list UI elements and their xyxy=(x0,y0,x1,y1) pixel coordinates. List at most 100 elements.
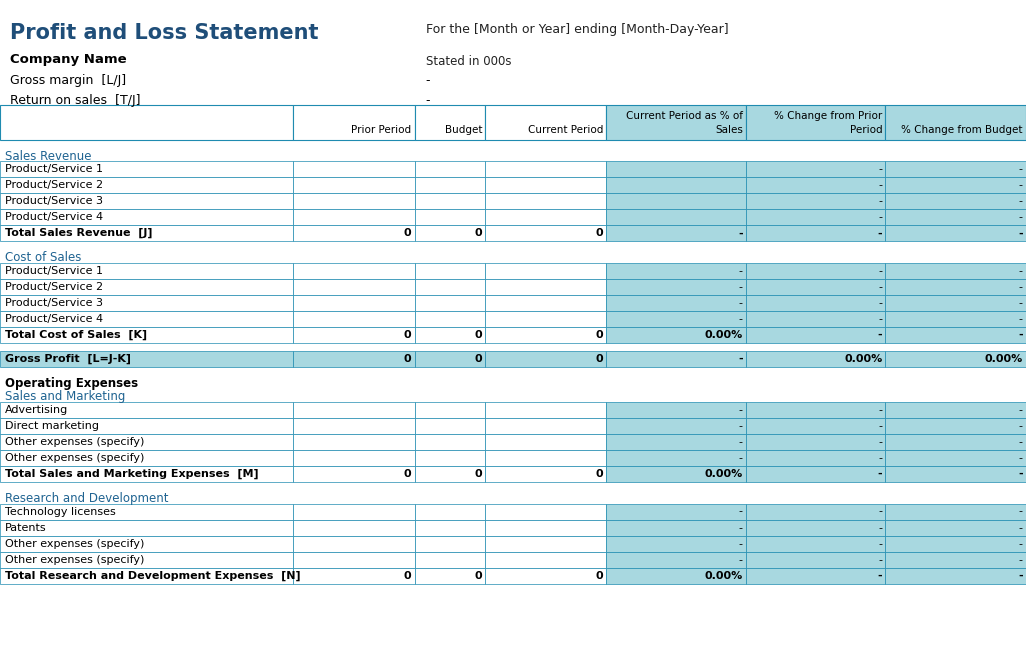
Text: Budget: Budget xyxy=(444,125,482,135)
Bar xyxy=(293,209,415,225)
Bar xyxy=(415,450,485,466)
Bar xyxy=(0,519,293,536)
Bar xyxy=(885,418,1026,434)
Text: 0: 0 xyxy=(475,571,482,581)
Bar xyxy=(746,311,885,327)
Bar xyxy=(0,536,293,552)
Text: Other expenses (specify): Other expenses (specify) xyxy=(5,437,145,447)
Text: Gross Profit  [L=J-K]: Gross Profit [L=J-K] xyxy=(5,354,131,364)
Bar xyxy=(606,193,746,209)
Text: -: - xyxy=(878,196,882,206)
Bar xyxy=(746,295,885,311)
Text: -: - xyxy=(739,405,743,415)
Text: -: - xyxy=(878,405,882,415)
Text: -: - xyxy=(878,437,882,447)
Bar xyxy=(293,402,415,418)
Bar xyxy=(0,552,293,568)
Text: -: - xyxy=(1019,164,1023,174)
Text: 0: 0 xyxy=(404,330,411,340)
Text: -: - xyxy=(1018,571,1023,581)
Bar xyxy=(485,311,606,327)
Text: -: - xyxy=(1019,539,1023,549)
Bar xyxy=(885,161,1026,177)
Text: Product/Service 1: Product/Service 1 xyxy=(5,164,104,174)
Bar xyxy=(606,327,746,343)
Bar xyxy=(606,536,746,552)
Bar xyxy=(746,466,885,482)
Bar xyxy=(293,327,415,343)
Text: 0.00%: 0.00% xyxy=(985,354,1023,364)
Text: -: - xyxy=(739,298,743,308)
Bar xyxy=(746,263,885,279)
Text: Gross margin  [L/J]: Gross margin [L/J] xyxy=(10,74,126,88)
Text: -: - xyxy=(1019,453,1023,463)
Text: Research and Development: Research and Development xyxy=(5,492,168,505)
Bar xyxy=(415,418,485,434)
Bar xyxy=(0,279,293,295)
Bar xyxy=(415,263,485,279)
Text: -: - xyxy=(739,539,743,549)
Bar xyxy=(415,466,485,482)
Bar xyxy=(293,193,415,209)
Bar xyxy=(746,434,885,450)
Text: -: - xyxy=(878,507,882,517)
Text: Product/Service 1: Product/Service 1 xyxy=(5,266,104,276)
Bar xyxy=(0,177,293,193)
Bar xyxy=(885,279,1026,295)
Text: -: - xyxy=(1019,523,1023,533)
Text: -: - xyxy=(739,282,743,292)
Text: % Change from Prior: % Change from Prior xyxy=(774,111,882,121)
Text: 0: 0 xyxy=(596,469,603,479)
Text: 0.00%: 0.00% xyxy=(705,469,743,479)
Bar xyxy=(885,351,1026,367)
Bar xyxy=(746,225,885,241)
Text: -: - xyxy=(878,282,882,292)
Text: -: - xyxy=(739,437,743,447)
Bar xyxy=(746,519,885,536)
Bar xyxy=(0,105,293,140)
Bar xyxy=(606,209,746,225)
Text: -: - xyxy=(878,421,882,431)
Text: -: - xyxy=(1019,282,1023,292)
Text: -: - xyxy=(878,453,882,463)
Bar xyxy=(885,552,1026,568)
Bar xyxy=(293,105,415,140)
Bar xyxy=(606,295,746,311)
Bar xyxy=(485,402,606,418)
Text: -: - xyxy=(877,330,882,340)
Text: -: - xyxy=(739,266,743,276)
Text: -: - xyxy=(878,314,882,324)
Bar xyxy=(293,503,415,519)
Text: 0.00%: 0.00% xyxy=(705,571,743,581)
Bar xyxy=(485,503,606,519)
Text: Total Research and Development Expenses  [N]: Total Research and Development Expenses … xyxy=(5,571,301,581)
Bar xyxy=(0,311,293,327)
Bar xyxy=(885,519,1026,536)
Text: 0: 0 xyxy=(596,228,603,238)
Text: 0: 0 xyxy=(475,354,482,364)
Bar xyxy=(293,279,415,295)
Bar xyxy=(485,209,606,225)
Bar xyxy=(606,177,746,193)
Bar xyxy=(0,450,293,466)
Bar xyxy=(293,311,415,327)
Bar xyxy=(746,552,885,568)
Bar xyxy=(606,161,746,177)
Text: -: - xyxy=(739,421,743,431)
Text: -: - xyxy=(1019,298,1023,308)
Bar xyxy=(293,161,415,177)
Bar xyxy=(485,418,606,434)
Bar xyxy=(415,161,485,177)
Bar xyxy=(606,311,746,327)
Text: Stated in 000s: Stated in 000s xyxy=(426,55,511,68)
Bar xyxy=(0,209,293,225)
Bar xyxy=(485,177,606,193)
Bar xyxy=(293,552,415,568)
Bar xyxy=(293,295,415,311)
Text: -: - xyxy=(1018,469,1023,479)
Bar xyxy=(293,177,415,193)
Bar xyxy=(415,105,485,140)
Bar xyxy=(0,568,293,584)
Bar xyxy=(885,450,1026,466)
Bar xyxy=(885,568,1026,584)
